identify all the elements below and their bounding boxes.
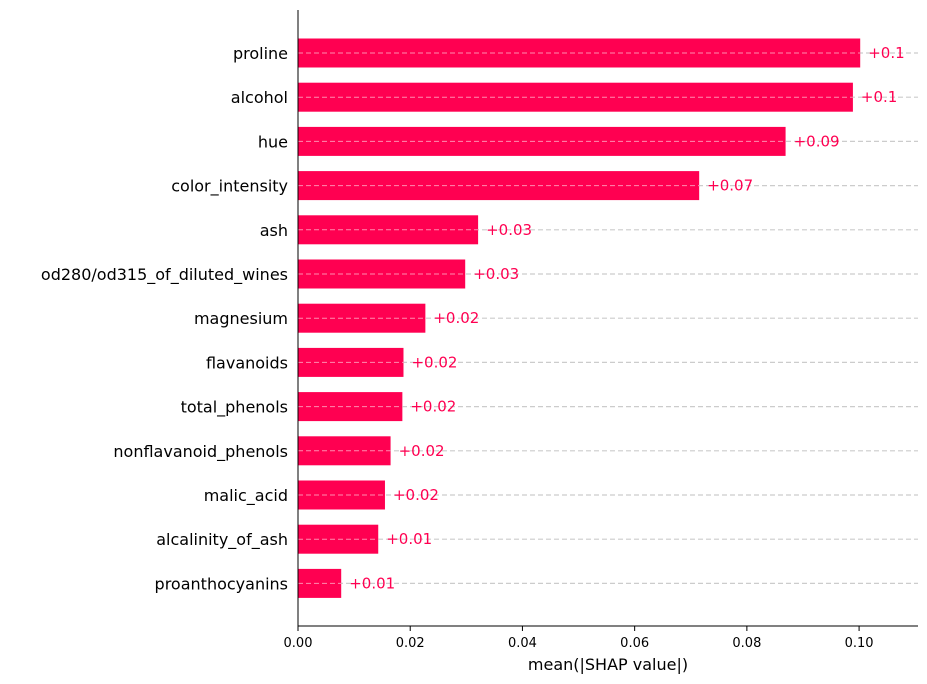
bar-nonflavanoid-phenols [298,436,391,466]
value-label: +0.01 [386,530,432,548]
x-tick-label: 0.08 [732,636,761,651]
x-tick-label: 0.02 [396,636,425,651]
feature-label: alcalinity_of_ash [156,530,288,550]
feature-label: flavanoids [206,353,288,372]
feature-label: alcohol [231,88,288,107]
x-axis-title: mean(|SHAP value|) [528,655,688,674]
value-label: +0.1 [868,44,904,62]
value-labels: +0.1 +0.1 +0.09 +0.07 +0.03 +0.03 +0.02 +0.02 +0… [349,44,904,592]
value-label: +0.02 [393,486,439,504]
feature-label: ash [260,221,288,240]
value-label: +0.02 [411,353,457,371]
x-tick-label: 0.06 [620,636,649,651]
x-tick-label: 0.04 [508,636,537,651]
value-label: +0.02 [399,442,445,460]
value-label: +0.07 [707,177,753,195]
value-label: +0.02 [433,309,479,327]
x-tick-label: 0.00 [284,636,313,651]
x-axis-ticks: 0.00 0.02 0.04 0.06 0.08 0.10 [284,626,874,651]
value-label: +0.03 [473,265,519,283]
feature-label: proanthocyanins [155,574,288,593]
feature-label: malic_acid [204,486,288,506]
feature-label: color_intensity [171,177,288,197]
feature-label: hue [258,132,288,151]
feature-label: od280/od315_of_diluted_wines [41,265,288,285]
feature-label: nonflavanoid_phenols [113,442,288,462]
value-label: +0.1 [861,88,897,106]
feature-label: magnesium [194,309,288,328]
value-label: +0.01 [349,574,395,592]
bars [298,38,861,598]
value-label: +0.03 [486,221,532,239]
value-label: +0.02 [410,398,456,416]
feature-label: total_phenols [181,398,288,418]
feature-label: proline [233,44,288,63]
value-label: +0.09 [794,132,840,150]
x-tick-label: 0.10 [845,636,874,651]
